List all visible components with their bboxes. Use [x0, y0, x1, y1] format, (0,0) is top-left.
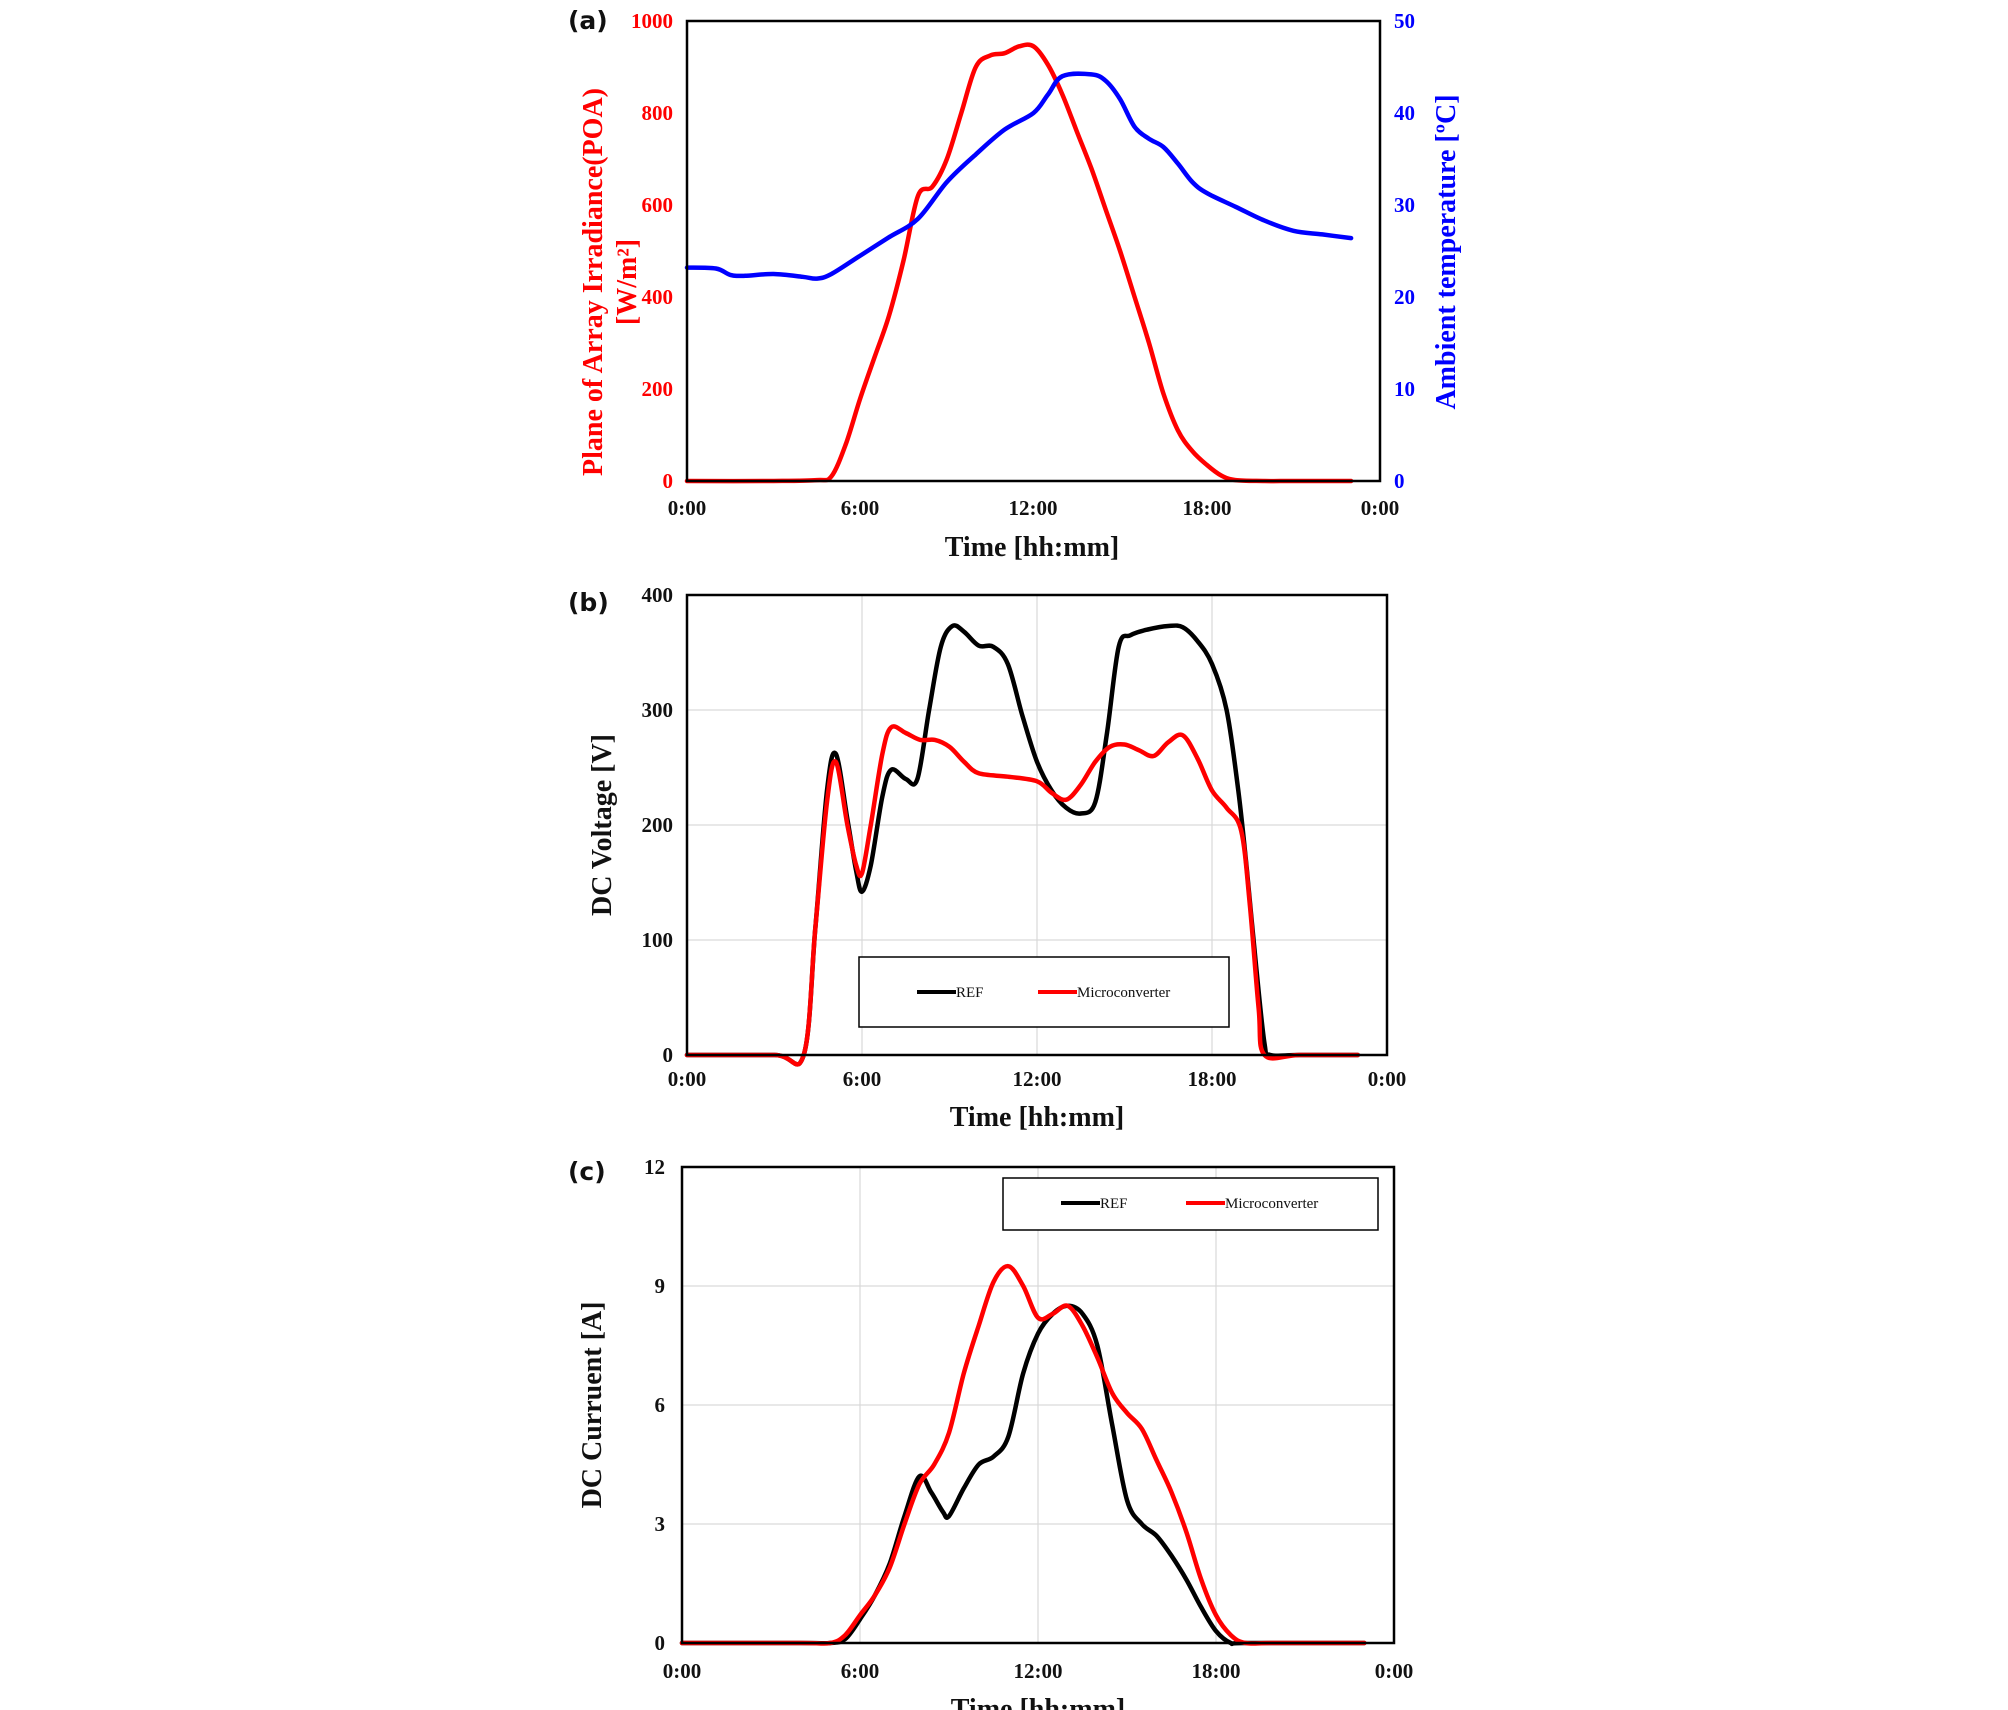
- panel-a-ytick-left: 200: [642, 377, 674, 401]
- panel-a-plot-area: [684, 42, 1354, 484]
- panel-b: (b) 0:00 6:00 12:00 18:00 0:00 0 100 200…: [568, 583, 1406, 1133]
- panel-a-right-axis-title: Ambient temperature [ºC]: [1431, 94, 1462, 409]
- panel-a-xtick: 18:00: [1183, 496, 1232, 520]
- panel-b-legend: REF Microconverter: [858, 956, 1230, 1028]
- panel-c-ytick: 3: [655, 1512, 666, 1536]
- panel-a-ytick-right: 40: [1394, 101, 1415, 125]
- panel-b-x-axis-title: Time [hh:mm]: [950, 1102, 1124, 1133]
- panel-c-ytick: 6: [655, 1393, 666, 1417]
- panel-a-xtick: 0:00: [1361, 496, 1400, 520]
- panel-a-ytick-right: 30: [1394, 193, 1415, 217]
- series-line-microconverter: [679, 1263, 1367, 1646]
- panel-b-label: (b): [568, 588, 609, 617]
- panel-a-x-axis-title: Time [hh:mm]: [945, 532, 1119, 563]
- panel-a-ytick-right: 10: [1394, 377, 1415, 401]
- panel-c: (c) 0:00 6:00 12:00 18:00 0:00 0 3 6 9 1…: [568, 1155, 1413, 1710]
- panel-b-y-axis-title: DC Voltage [V]: [587, 734, 618, 916]
- panel-c-ytick: 12: [644, 1155, 665, 1179]
- panel-a-ytick-left: 1000: [631, 9, 673, 33]
- panel-c-label: (c): [568, 1157, 606, 1186]
- panel-c-legend: REF Microconverter: [1002, 1177, 1379, 1231]
- panel-b-ytick: 400: [642, 583, 674, 607]
- panel-c-y-axis-title: DC Curruent [A]: [577, 1302, 608, 1509]
- panel-a-xtick: 12:00: [1009, 496, 1058, 520]
- panel-a-ytick-right: 0: [1394, 469, 1405, 493]
- series-line-microconverter: [684, 724, 1361, 1067]
- panel-a-ytick-left: 0: [663, 469, 674, 493]
- panel-b-xtick: 18:00: [1188, 1067, 1237, 1091]
- panel-b-xtick: 12:00: [1013, 1067, 1062, 1091]
- panel-c-plot-area: [679, 1167, 1394, 1647]
- panel-b-frame: [685, 593, 1389, 1057]
- panel-b-legend-label-microconverter: Microconverter: [1077, 985, 1170, 1001]
- panel-c-ytick: 0: [655, 1631, 666, 1655]
- panel-b-ytick: 200: [642, 813, 674, 837]
- panel-a-frame: [685, 19, 1382, 483]
- panel-c-xtick: 6:00: [841, 1659, 880, 1683]
- panel-b-ytick: 0: [663, 1043, 674, 1067]
- panel-b-xtick: 6:00: [843, 1067, 882, 1091]
- panel-a-xtick: 0:00: [668, 496, 707, 520]
- series-line-irradiance: [684, 42, 1354, 484]
- panel-c-xtick: 12:00: [1014, 1659, 1063, 1683]
- panel-c-xtick: 0:00: [1375, 1659, 1414, 1683]
- panel-a: (a) 0:00 6:00 12:00 18:00 0:00 0 200 400…: [568, 6, 1462, 563]
- panel-b-plot-area: [684, 595, 1387, 1067]
- panel-c-x-axis-title: Time [hh:mm]: [951, 1694, 1125, 1710]
- panel-a-ytick-right: 20: [1394, 285, 1415, 309]
- series-line-ambient-temperature: [684, 71, 1354, 281]
- panel-b-xtick: 0:00: [668, 1067, 707, 1091]
- panel-a-left-axis-title-line2: [W/m²]: [612, 239, 643, 325]
- panel-a-xtick: 6:00: [841, 496, 880, 520]
- panel-c-xtick: 18:00: [1192, 1659, 1241, 1683]
- panel-b-ytick: 100: [642, 928, 674, 952]
- panel-a-label: (a): [568, 6, 608, 35]
- panel-c-xtick: 0:00: [663, 1659, 702, 1683]
- panel-a-ytick-left: 800: [642, 101, 674, 125]
- panel-b-legend-label-ref: REF: [956, 985, 984, 1001]
- panel-c-legend-label-microconverter: Microconverter: [1225, 1196, 1318, 1212]
- panel-a-ytick-left: 400: [642, 285, 674, 309]
- panel-c-frame: [680, 1165, 1396, 1645]
- panel-a-ytick-right: 50: [1394, 9, 1415, 33]
- panel-b-xtick: 0:00: [1368, 1067, 1407, 1091]
- panel-a-left-axis-title-line1: Plane of Array Irradiance(POA): [578, 88, 609, 476]
- panel-c-legend-label-ref: REF: [1100, 1196, 1128, 1212]
- panel-c-ytick: 9: [655, 1274, 666, 1298]
- series-line-ref: [679, 1303, 1367, 1647]
- panel-a-ytick-left: 600: [642, 193, 674, 217]
- panel-b-ytick: 300: [642, 698, 674, 722]
